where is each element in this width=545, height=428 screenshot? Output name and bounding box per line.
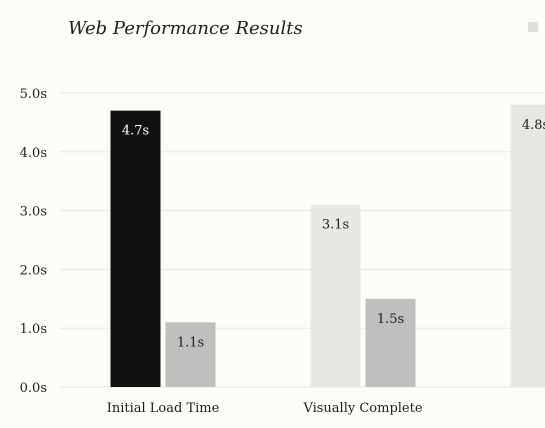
y-tick-label: 5.0s <box>20 87 47 102</box>
bar-value-label: 1.5s <box>377 312 404 327</box>
data-labels: 4.7s 1.1s 3.1s 1.5s 4.8s <box>122 118 545 351</box>
y-tick-label: 3.0s <box>20 205 47 220</box>
legend-swatch[interactable] <box>528 22 538 32</box>
bar-value-label: 1.1s <box>177 335 204 350</box>
bar[interactable] <box>310 204 361 387</box>
y-tick-label: 4.0s <box>20 146 47 161</box>
x-category-label: Visually Complete <box>302 401 422 416</box>
y-tick-label: 2.0s <box>20 263 47 278</box>
bar-value-label: 4.7s <box>122 124 149 139</box>
x-category-label: Initial Load Time <box>107 401 220 416</box>
bar-value-label: 4.8s <box>522 118 545 133</box>
y-tick-label: 0.0s <box>20 381 47 396</box>
bar[interactable] <box>165 322 216 387</box>
bar[interactable] <box>365 298 416 387</box>
bar[interactable] <box>510 104 545 387</box>
y-tick-label: 1.0s <box>20 322 47 337</box>
bar[interactable] <box>110 110 161 387</box>
chart-title: Web Performance Results <box>68 18 303 39</box>
bar-value-label: 3.1s <box>322 218 349 233</box>
bars <box>110 104 545 387</box>
y-axis-ticks: 0.0s 1.0s 2.0s 3.0s 4.0s 5.0s <box>20 87 47 396</box>
